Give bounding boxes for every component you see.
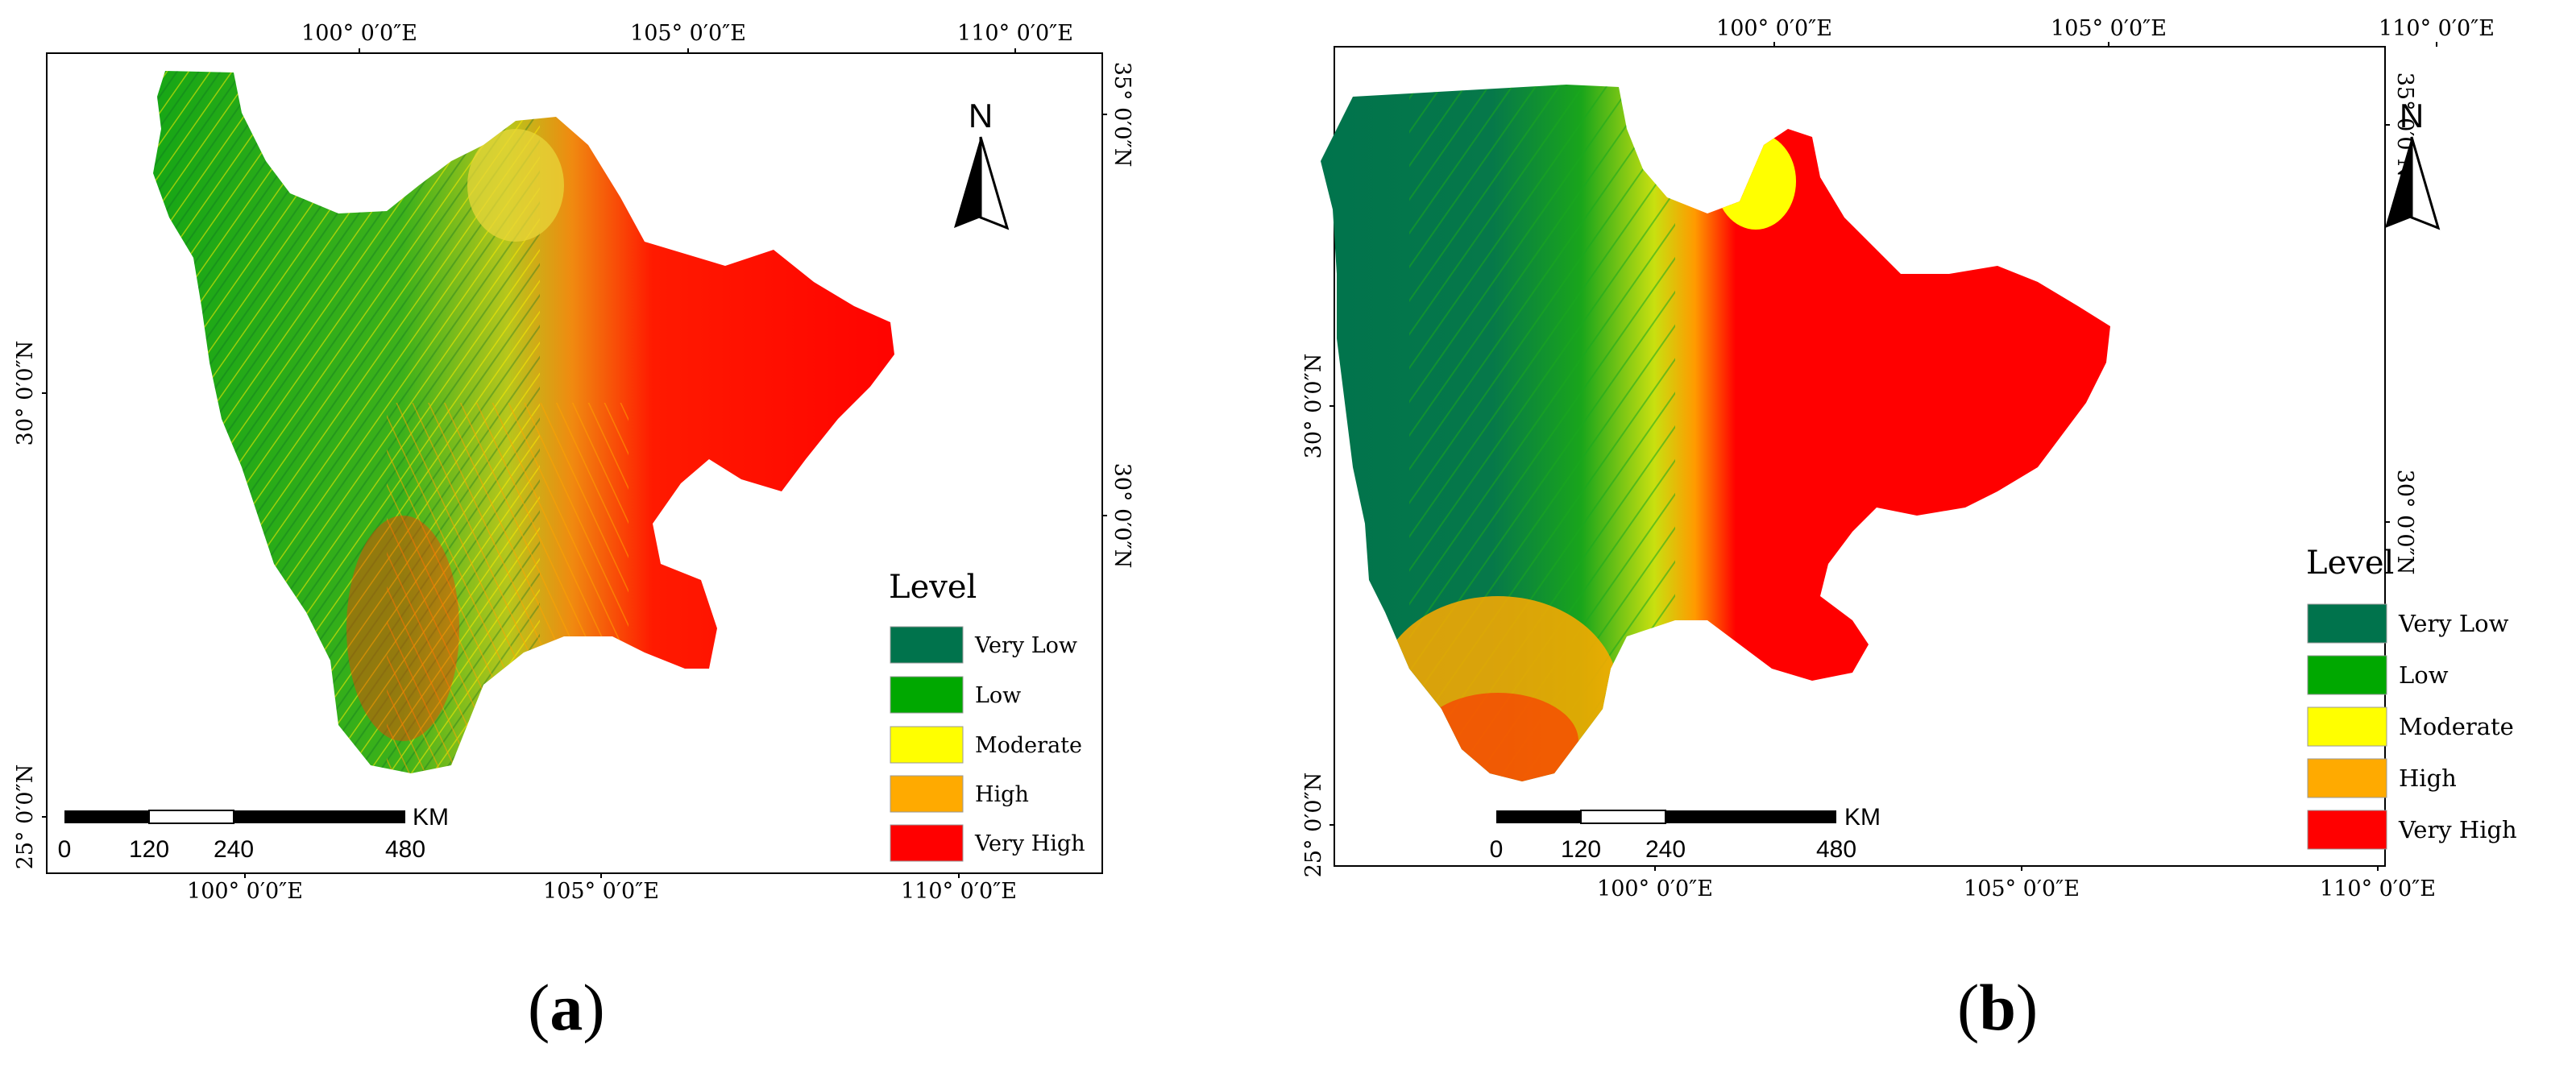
legend-label: Low bbox=[2399, 661, 2449, 689]
scale-bar: KM 0 120 240 480 bbox=[1490, 804, 1881, 863]
lon-tick-label: 100° 0′0″E bbox=[187, 879, 303, 904]
legend-swatch bbox=[2307, 758, 2387, 798]
scale-tick: 0 bbox=[1490, 836, 1504, 863]
map-panel-b: 100° 0′0″E 105° 0′0″E 110° 0′0″E 100° 0′… bbox=[1288, 0, 2576, 1065]
lon-ticks-top: 100° 0′0″E 105° 0′0″E 110° 0′0″E bbox=[1716, 16, 2495, 47]
lon-ticks-bottom: 100° 0′0″E 105° 0′0″E 110° 0′0″E bbox=[187, 873, 1017, 904]
panel-label: (b) bbox=[1957, 971, 2039, 1044]
north-arrow: N bbox=[954, 97, 1010, 230]
map-frame bbox=[1334, 46, 2386, 867]
map-figure-a: 100° 0′0″E 105° 0′0″E 110° 0′0″E 100° 0′… bbox=[13, 21, 1135, 904]
scale-bar: KM 0 120 240 480 bbox=[58, 804, 449, 863]
scale-tick: 240 bbox=[214, 836, 254, 863]
north-arrow: N bbox=[2385, 97, 2441, 230]
risk-map-region bbox=[1321, 85, 2110, 781]
scale-tick: 480 bbox=[1816, 836, 1856, 863]
legend-swatch bbox=[2307, 603, 2387, 644]
legend: Level Very Low Low Moderate High Very Hi… bbox=[2306, 545, 2517, 850]
scale-unit: KM bbox=[1844, 804, 1881, 831]
legend-label: Moderate bbox=[975, 733, 1082, 758]
lat-tick-label: 25° 0′0″N bbox=[13, 764, 38, 870]
legend-label: Moderate bbox=[2399, 713, 2514, 740]
legend: Level Very Low Low Moderate High Very Hi… bbox=[889, 569, 1085, 862]
map-frame bbox=[46, 52, 1103, 874]
legend-label: Low bbox=[975, 683, 1021, 708]
legend-label: Very High bbox=[974, 831, 1085, 856]
panel-label: (a) bbox=[528, 971, 605, 1044]
legend-label: Very Low bbox=[974, 633, 1077, 658]
legend-item: Very Low bbox=[890, 626, 1077, 664]
map-panel-a: 100° 0′0″E 105° 0′0″E 110° 0′0″E 100° 0′… bbox=[0, 0, 1288, 1065]
legend-swatch bbox=[890, 726, 964, 764]
map-figure-b: 100° 0′0″E 105° 0′0″E 110° 0′0″E 100° 0′… bbox=[1301, 16, 2517, 901]
lat-ticks-left: 30° 0′0″N 25° 0′0″N bbox=[13, 341, 47, 870]
lon-tick-label: 100° 0′0″E bbox=[1597, 876, 1713, 901]
legend-label: Very Low bbox=[2398, 610, 2509, 637]
scale-tick: 480 bbox=[385, 836, 425, 863]
scale-tick: 120 bbox=[129, 836, 169, 863]
legend-swatch bbox=[890, 676, 964, 714]
legend-item: Very High bbox=[890, 824, 1085, 862]
lon-ticks-bottom: 100° 0′0″E 105° 0′0″E 110° 0′0″E bbox=[1597, 866, 2436, 901]
legend-swatch bbox=[890, 775, 964, 813]
legend-label: High bbox=[2399, 764, 2457, 792]
scale-tick: 0 bbox=[58, 836, 72, 863]
lat-tick-label: 35° 0′0″N bbox=[1110, 62, 1135, 168]
lon-tick-label: 105° 0′0″E bbox=[630, 21, 746, 46]
lat-tick-label: 30° 0′0″N bbox=[13, 341, 38, 446]
scale-unit: KM bbox=[413, 804, 449, 831]
scale-tick: 240 bbox=[1645, 836, 1686, 863]
legend-label: Very High bbox=[2398, 816, 2517, 843]
scale-tick: 120 bbox=[1561, 836, 1601, 863]
legend-item: Moderate bbox=[2307, 706, 2514, 747]
lon-tick-label: 110° 0′0″E bbox=[2379, 16, 2495, 41]
lon-tick-label: 105° 0′0″E bbox=[2051, 16, 2167, 41]
lon-ticks-top: 100° 0′0″E 105° 0′0″E 110° 0′0″E bbox=[301, 21, 1073, 53]
lat-tick-label: 25° 0′0″N bbox=[1301, 773, 1326, 878]
risk-map-region bbox=[153, 71, 894, 773]
legend-item: Very Low bbox=[2307, 603, 2509, 644]
legend-swatch bbox=[2307, 810, 2387, 850]
legend-item: High bbox=[890, 775, 1029, 813]
legend-item: Very High bbox=[2307, 810, 2517, 850]
lon-tick-label: 100° 0′0″E bbox=[1716, 16, 1832, 41]
legend-item: Moderate bbox=[890, 726, 1082, 764]
lon-tick-label: 105° 0′0″E bbox=[543, 879, 659, 904]
legend-title: Level bbox=[2306, 545, 2394, 582]
lat-ticks-right: 35° 0′0″N 30° 0′0″N bbox=[1102, 62, 1135, 569]
legend-title: Level bbox=[889, 569, 977, 606]
legend-swatch bbox=[2307, 655, 2387, 695]
legend-item: Low bbox=[2307, 655, 2449, 695]
legend-swatch bbox=[890, 626, 964, 664]
legend-item: High bbox=[2307, 758, 2457, 798]
lon-tick-label: 110° 0′0″E bbox=[2320, 876, 2436, 901]
lat-tick-label: 30° 0′0″N bbox=[1301, 354, 1326, 459]
legend-item: Low bbox=[890, 676, 1021, 714]
north-arrow-label: N bbox=[969, 97, 993, 135]
lon-tick-label: 110° 0′0″E bbox=[901, 879, 1017, 904]
lat-tick-label: 30° 0′0″N bbox=[2392, 470, 2417, 575]
lon-tick-label: 100° 0′0″E bbox=[301, 21, 417, 46]
north-arrow-label: N bbox=[2400, 97, 2424, 135]
lon-tick-label: 110° 0′0″E bbox=[957, 21, 1073, 46]
legend-label: High bbox=[975, 782, 1029, 807]
lat-tick-label: 30° 0′0″N bbox=[1110, 463, 1135, 569]
legend-swatch bbox=[890, 824, 964, 862]
legend-swatch bbox=[2307, 706, 2387, 747]
lon-tick-label: 105° 0′0″E bbox=[1964, 876, 2080, 901]
lat-ticks-left: 30° 0′0″N 25° 0′0″N bbox=[1301, 354, 1334, 878]
